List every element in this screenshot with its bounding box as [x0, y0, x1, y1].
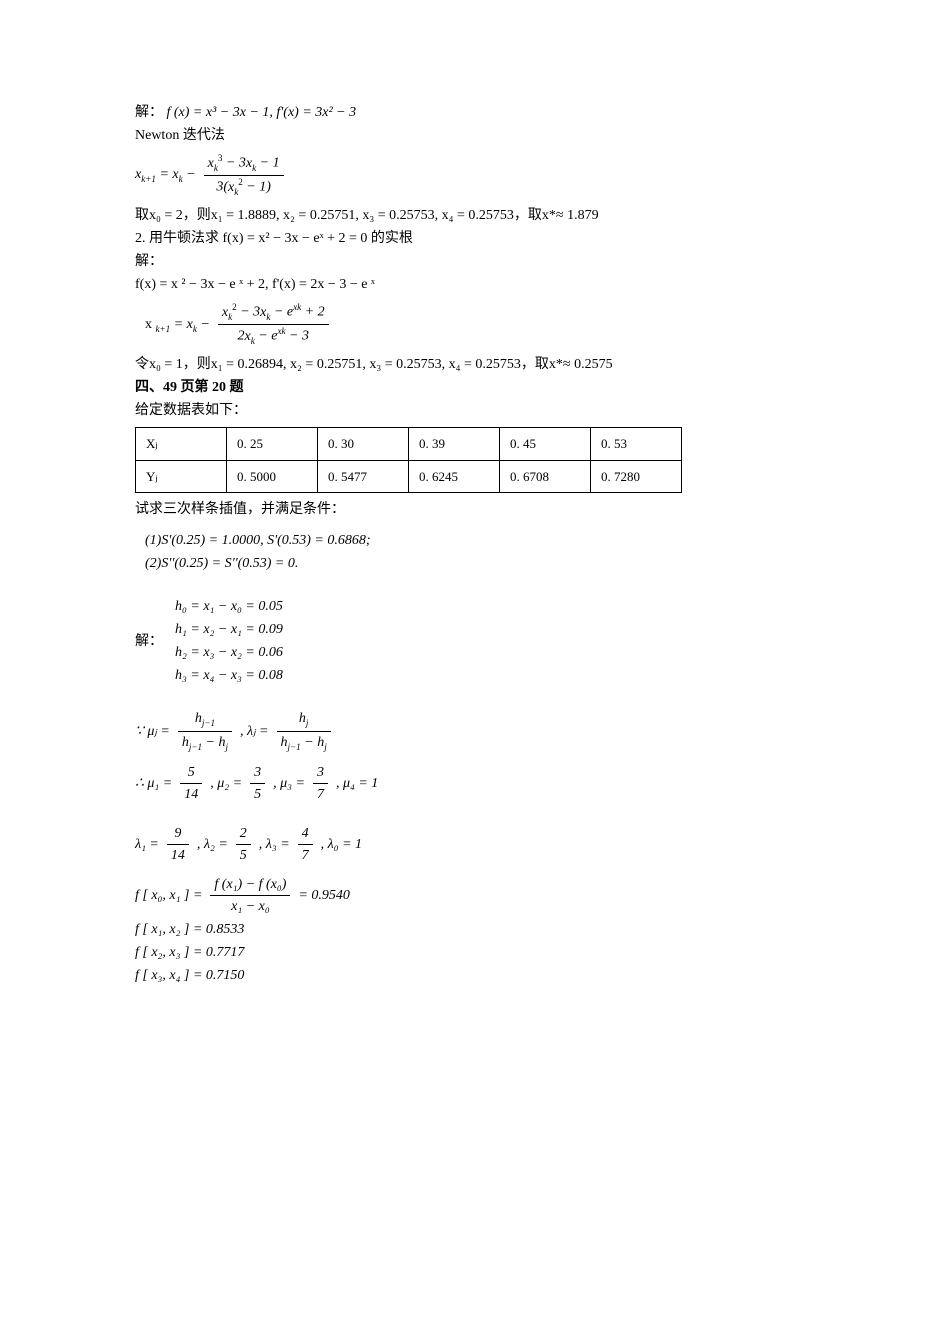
cell: 0. 25: [227, 428, 318, 461]
cell: 0. 6708: [500, 460, 591, 493]
condition-2: (2)S''(0.25) = S''(0.53) = 0.: [145, 553, 810, 574]
condition-1: (1)S'(0.25) = 1.0000, S'(0.53) = 0.6868;: [145, 530, 810, 551]
h0: h₀ = x₁ − x₀ = 0.05: [175, 596, 283, 617]
cell: 0. 5000: [227, 460, 318, 493]
cell: 0. 7280: [591, 460, 682, 493]
divided-diff-1: f [ x₀, x₁ ] = f (x₁) − f (x₀) x₁ − x₀ =…: [135, 874, 810, 917]
cell: 0. 53: [591, 428, 682, 461]
h2: h₂ = x₃ − x₂ = 0.06: [175, 642, 283, 663]
divided-diff-3: f [ x₂, x₃ ] = 0.7717: [135, 942, 810, 963]
fraction-2: xk2 − 3xk − exk + 2 2xk − exk − 3: [218, 301, 329, 348]
frac-num-2: xk2 − 3xk − exk + 2: [218, 301, 329, 325]
cell: 0. 5477: [318, 460, 409, 493]
jie-label-3: 解：: [135, 631, 163, 652]
h1: h₁ = x₂ − x₁ = 0.09: [175, 619, 283, 640]
table-row: Xⱼ 0. 25 0. 30 0. 39 0. 45 0. 53: [136, 428, 682, 461]
h3: h₃ = x₄ − x₃ = 0.08: [175, 665, 283, 686]
xk1: xk+1 = xk −: [135, 164, 196, 186]
fraction-1: xk3 − 3xk − 1 3(xk2 − 1): [204, 152, 284, 199]
divided-diff-4: f [ x₃, x₄ ] = 0.7150: [135, 965, 810, 986]
problem-2: 2. 用牛顿法求 f(x) = x² − 3x − eˣ + 2 = 0 的实根: [135, 228, 810, 249]
mu-values: ∴ μ₁ = 514 , μ₂ = 35 , μ₃ = 37 , μ₄ = 1: [135, 762, 810, 805]
frac-den-2: 2xk − exk − 3: [218, 325, 329, 348]
newton-iteration-1: xk+1 = xk − xk3 − 3xk − 1 3(xk2 − 1): [135, 152, 810, 199]
data-table: Xⱼ 0. 25 0. 30 0. 39 0. 45 0. 53 Yⱼ 0. 5…: [135, 427, 682, 493]
h-block: 解： h₀ = x₁ − x₀ = 0.05 h₁ = x₂ − x₁ = 0.…: [135, 588, 810, 694]
iteration-values-2: 令x₀ = 1，则x₁ = 0.26894, x₂ = 0.25751, x₃ …: [135, 354, 810, 375]
cell: 0. 30: [318, 428, 409, 461]
solution-line-1: 解： f (x) = x³ − 3x − 1, f'(x) = 3x² − 3: [135, 102, 810, 123]
comma-lambda: , λⱼ =: [240, 721, 268, 742]
frac-mu: hj−1 hj−1 − hj: [178, 708, 232, 754]
label-jie: 解：: [135, 105, 163, 120]
because: ∵ μⱼ =: [135, 721, 170, 742]
cell: 0. 6245: [409, 460, 500, 493]
cell: 0. 39: [409, 428, 500, 461]
iteration-values-1: 取x₀ = 2，则x₁ = 1.8889, x₂ = 0.25751, x₃ =…: [135, 205, 810, 226]
newton-label: Newton 迭代法: [135, 125, 810, 146]
spline-req: 试求三次样条插值，并满足条件：: [135, 499, 810, 520]
newton-iteration-2: x k+1 = xk − xk2 − 3xk − exk + 2 2xk − e…: [145, 301, 810, 348]
frac-lambda: hj hj−1 − hj: [277, 708, 331, 754]
jie-2: 解：: [135, 251, 810, 272]
cell: 0. 45: [500, 428, 591, 461]
mu-lambda-def: ∵ μⱼ = hj−1 hj−1 − hj , λⱼ = hj hj−1 − h…: [135, 708, 810, 754]
divided-diff-2: f [ x₁, x₂ ] = 0.8533: [135, 919, 810, 940]
frac-num: xk3 − 3xk − 1: [204, 152, 284, 176]
cell: Xⱼ: [136, 428, 227, 461]
cell: Yⱼ: [136, 460, 227, 493]
lambda-values: λ₁ = 914 , λ₂ = 25 , λ₃ = 47 , λ₀ = 1: [135, 823, 810, 866]
therefore: ∴ μ₁ =: [135, 773, 172, 794]
table-intro: 给定数据表如下：: [135, 400, 810, 421]
frac-den: 3(xk2 − 1): [204, 176, 284, 199]
table-row: Yⱼ 0. 5000 0. 5477 0. 6245 0. 6708 0. 72…: [136, 460, 682, 493]
section-heading: 四、49 页第 20 题: [135, 377, 810, 398]
xk1-2: x k+1 = xk −: [145, 314, 210, 336]
fx-def-2: f(x) = x ² − 3x − e ˣ + 2, f'(x) = 2x − …: [135, 274, 810, 295]
math-fx: f (x) = x³ − 3x − 1, f'(x) = 3x² − 3: [167, 105, 357, 120]
